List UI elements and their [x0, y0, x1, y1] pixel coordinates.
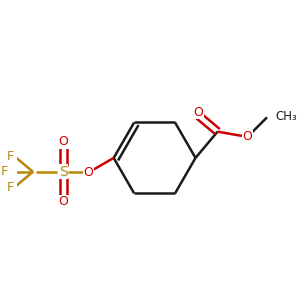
Text: F: F: [7, 181, 14, 194]
Text: CH₃: CH₃: [275, 110, 297, 123]
Text: O: O: [83, 166, 93, 179]
Text: O: O: [58, 135, 68, 148]
Text: F: F: [7, 150, 14, 163]
Text: O: O: [242, 130, 252, 143]
Text: O: O: [58, 195, 68, 208]
Text: S: S: [59, 165, 68, 179]
Text: F: F: [0, 165, 8, 178]
Text: O: O: [194, 106, 203, 119]
